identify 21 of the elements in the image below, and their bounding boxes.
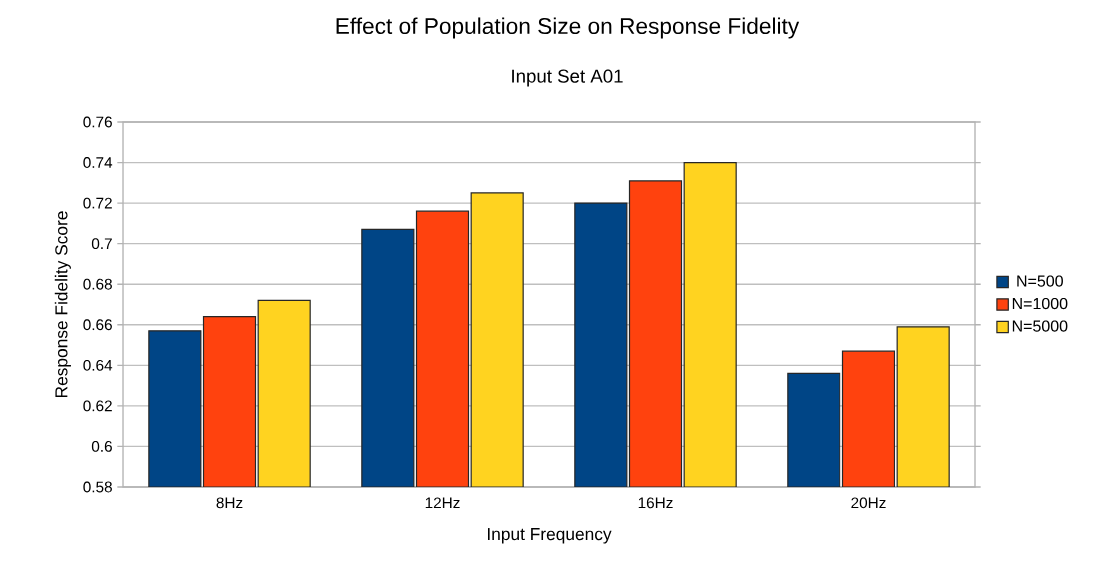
chart-title: Effect of Population Size on Response Fidelity (336, 17, 800, 39)
y-axis-title: Response Fidelity Score (54, 211, 71, 397)
y-tick-label: 0.76 (83, 116, 112, 128)
chart-subtitle: Input Set A01 (512, 69, 623, 87)
legend-label: N=5000 (1012, 320, 1068, 332)
y-tick-label: 0.68 (83, 278, 112, 290)
y-tick-label: 0.72 (83, 197, 112, 209)
x-tick-label: 12Hz (425, 497, 460, 509)
x-tick-label: 8Hz (216, 497, 243, 509)
x-tick-label: 20Hz (851, 497, 886, 509)
y-tick-label: 0.62 (83, 400, 112, 412)
x-axis-title: Input Frequency (487, 528, 612, 544)
y-tick-label: 0.7 (91, 238, 112, 250)
y-tick-label: 0.64 (83, 359, 113, 371)
y-tick-label: 0.66 (83, 319, 112, 331)
legend-label: N=1000 (1012, 297, 1068, 310)
y-tick-label: 0.6 (91, 441, 112, 452)
x-tick-label: 16Hz (638, 497, 673, 509)
legend-label: N=500 (1017, 275, 1063, 287)
y-tick-label: 0.58 (83, 481, 112, 493)
y-tick-label: 0.74 (83, 157, 113, 168)
